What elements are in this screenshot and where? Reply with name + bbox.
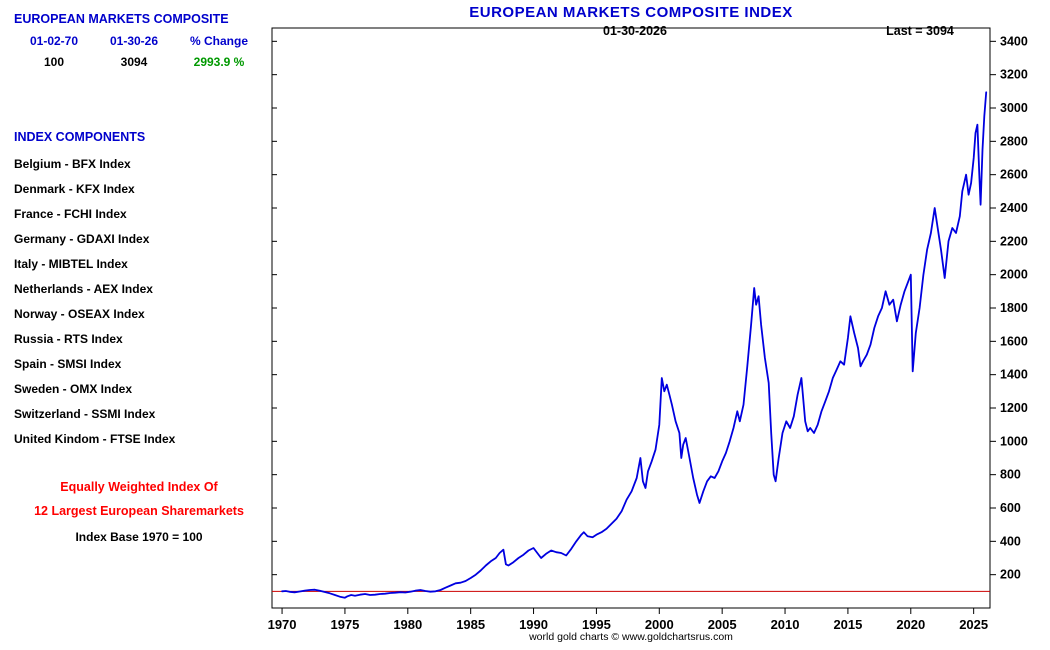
x-tick-label: 1975 <box>330 617 359 632</box>
component-item: Belgium - BFX Index <box>14 157 131 171</box>
x-tick-label: 1980 <box>393 617 422 632</box>
x-tick-label: 1990 <box>519 617 548 632</box>
x-tick-label: 1985 <box>456 617 485 632</box>
y-tick-label: 200 <box>1000 568 1021 582</box>
components-heading: INDEX COMPONENTS <box>14 130 146 144</box>
y-tick-label: 400 <box>1000 534 1021 548</box>
x-tick-label: 2015 <box>833 617 862 632</box>
start-value: 100 <box>43 55 65 69</box>
y-tick-label: 2000 <box>1000 268 1028 282</box>
weighting-note-line2: 12 Largest European Sharemarkets <box>34 504 244 518</box>
price-line <box>281 91 988 599</box>
y-tick-label: 1400 <box>1000 368 1028 382</box>
component-item: Switzerland - SSMI Index <box>14 407 156 421</box>
x-tick-label: 2005 <box>708 617 737 632</box>
page-title: EUROPEAN MARKETS COMPOSITE INDEX <box>469 4 793 21</box>
left-info-panel: EUROPEAN MARKETS COMPOSITE 01-02-70 01-3… <box>0 0 270 650</box>
pct-change-value: 2993.9 % <box>193 55 245 69</box>
x-tick-label: 1995 <box>582 617 611 632</box>
y-tick-label: 1800 <box>1000 301 1028 315</box>
y-tick-label: 1000 <box>1000 434 1028 448</box>
component-item: Netherlands - AEX Index <box>14 282 153 296</box>
component-item: France - FCHI Index <box>14 207 127 221</box>
x-tick-label: 2010 <box>771 617 800 632</box>
pct-change-header: % Change <box>189 34 248 48</box>
index-base-note: Index Base 1970 = 100 <box>75 530 203 544</box>
footer-credit: world gold charts © www.goldchartsrus.co… <box>529 631 733 643</box>
y-tick-label: 2800 <box>1000 134 1028 148</box>
y-tick-label: 2400 <box>1000 201 1028 215</box>
y-tick-label: 2600 <box>1000 168 1028 182</box>
x-tick-label: 2025 <box>959 617 988 632</box>
component-item: Sweden - OMX Index <box>14 382 133 396</box>
y-tick-label: 2200 <box>1000 234 1028 248</box>
date-header-row: 01-02-70 01-30-26 % Change <box>14 34 264 48</box>
component-item: Denmark - KFX Index <box>14 182 135 196</box>
component-item: United Kindom - FTSE Index <box>14 432 176 446</box>
component-item: Italy - MIBTEL Index <box>14 257 128 271</box>
x-tick-label: 2000 <box>645 617 674 632</box>
component-item: Germany - GDAXI Index <box>14 232 150 246</box>
y-tick-label: 3200 <box>1000 68 1028 82</box>
component-item: Spain - SMSI Index <box>14 357 122 371</box>
chart-date-annotation: 01-30-2026 <box>603 24 667 38</box>
y-tick-label: 800 <box>1000 468 1021 482</box>
plot-frame <box>271 27 991 609</box>
y-tick-label: 600 <box>1000 501 1021 515</box>
x-tick-label: 1970 <box>268 617 297 632</box>
component-item: Russia - RTS Index <box>14 332 123 346</box>
y-tick-label: 3000 <box>1000 101 1028 115</box>
components-list: Belgium - BFX Index Denmark - KFX Index Fr… <box>14 152 175 452</box>
x-tick-label: 2020 <box>896 617 925 632</box>
y-tick-label: 1200 <box>1000 401 1028 415</box>
y-tick-label: 3400 <box>1000 34 1028 48</box>
end-date-label: 01-30-26 <box>109 34 159 48</box>
last-value: 3094 <box>120 55 148 69</box>
y-tick-label: 1600 <box>1000 334 1028 348</box>
values-row: 100 3094 2993.9 % <box>14 55 264 69</box>
chart-last-annotation: Last = 3094 <box>886 24 954 38</box>
component-item: Norway - OSEAX Index <box>14 307 145 321</box>
weighting-note-line1: Equally Weighted Index Of <box>60 480 218 494</box>
start-date-label: 01-02-70 <box>29 34 79 48</box>
composite-heading: EUROPEAN MARKETS COMPOSITE <box>14 12 229 26</box>
